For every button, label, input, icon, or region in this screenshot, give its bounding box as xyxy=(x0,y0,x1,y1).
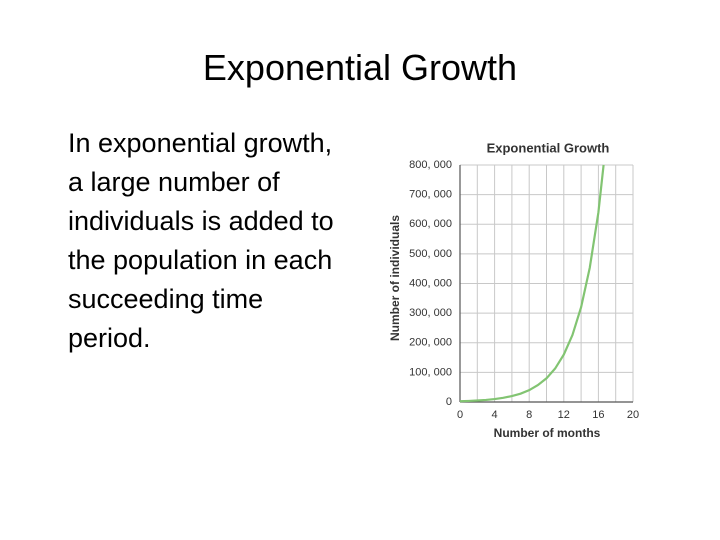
body-line: In exponential growth, xyxy=(68,128,332,158)
chart-title: Exponential Growth xyxy=(487,140,610,155)
slide-title: Exponential Growth xyxy=(203,47,517,88)
y-tick-label: 500, 000 xyxy=(409,248,452,260)
y-tick-label: 100, 000 xyxy=(409,366,452,378)
body-line: the population in each xyxy=(68,245,332,275)
body-line: individuals is added to xyxy=(68,206,334,236)
body-line: period. xyxy=(68,323,151,353)
y-tick-label: 0 xyxy=(446,396,452,408)
y-tick-label: 300, 000 xyxy=(409,307,452,319)
body-text: In exponential growth, a large number of i… xyxy=(68,128,334,353)
x-tick-label: 20 xyxy=(627,409,639,421)
y-tick-label: 800, 000 xyxy=(409,159,452,171)
x-axis-label: Number of months xyxy=(494,426,601,440)
x-tick-label: 16 xyxy=(592,409,604,421)
body-line: succeeding time xyxy=(68,284,263,314)
y-axis-label: Number of individuals xyxy=(388,215,402,341)
body-line: a large number of xyxy=(68,167,280,197)
y-tick-label: 600, 000 xyxy=(409,218,452,230)
x-tick-label: 12 xyxy=(558,409,570,421)
x-tick-label: 0 xyxy=(457,409,463,421)
y-tick-label: 700, 000 xyxy=(409,189,452,201)
y-tick-label: 400, 000 xyxy=(409,277,452,289)
x-tick-label: 8 xyxy=(526,409,532,421)
y-tick-label: 200, 000 xyxy=(409,337,452,349)
x-tick-label: 4 xyxy=(492,409,498,421)
data-line xyxy=(459,164,605,403)
